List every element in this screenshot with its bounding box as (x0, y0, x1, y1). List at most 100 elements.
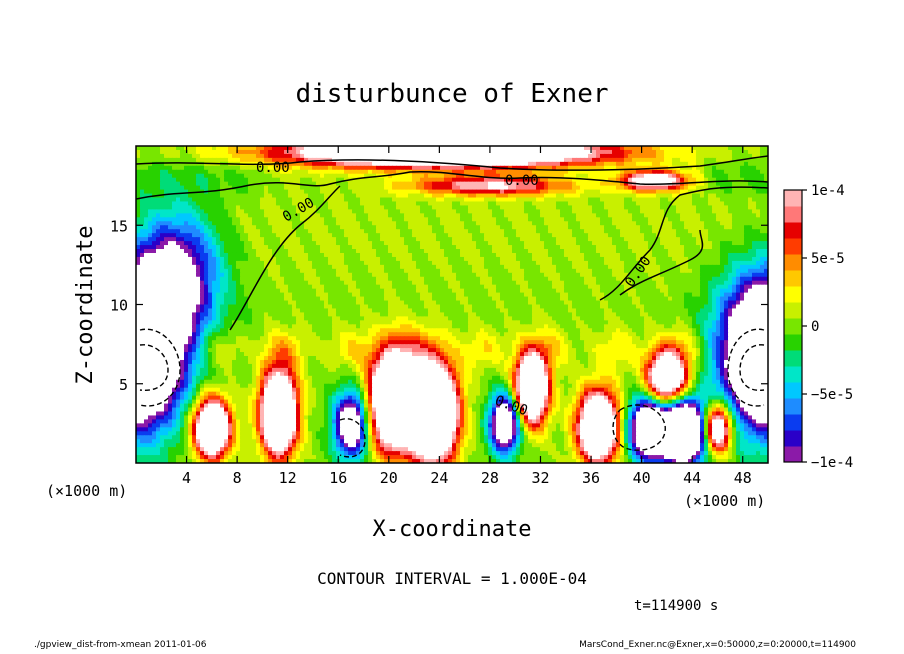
field-cell (660, 209, 665, 214)
field-cell (516, 153, 521, 159)
field-cell (412, 241, 417, 246)
field-cell (540, 229, 545, 234)
field-cell (252, 197, 257, 203)
field-cell (500, 241, 505, 246)
field-cell (328, 252, 333, 258)
field-cell (560, 201, 565, 207)
field-cell (288, 264, 293, 270)
field-cell (596, 229, 601, 234)
field-cell (540, 221, 545, 226)
field-cell (572, 213, 577, 218)
field-cell (240, 193, 245, 199)
field-cell (708, 189, 713, 195)
field-cell (412, 268, 417, 274)
field-cell (172, 201, 177, 207)
field-cell (188, 256, 193, 262)
field-cell (700, 197, 705, 203)
field-cell (284, 264, 289, 270)
field-cell (700, 217, 705, 222)
field-cell (532, 165, 537, 171)
field-cell (232, 165, 237, 171)
field-cell (164, 185, 169, 191)
field-cell (588, 256, 593, 262)
field-cell (260, 209, 265, 214)
field-cell (364, 233, 369, 238)
field-cell (644, 221, 649, 226)
field-cell (560, 177, 565, 183)
field-cell (708, 149, 713, 155)
field-cell (252, 157, 257, 163)
field-cell (560, 161, 565, 167)
field-cell (224, 264, 229, 270)
field-cell (292, 157, 297, 163)
field-cell (740, 181, 745, 187)
field-cell (316, 177, 321, 183)
field-cell (148, 149, 153, 155)
field-cell (656, 256, 661, 262)
field-cell (408, 161, 413, 167)
field-cell (612, 193, 617, 199)
field-cell (584, 256, 589, 262)
field-cell (516, 225, 521, 230)
field-cell (516, 221, 521, 226)
field-cell (268, 217, 273, 222)
field-cell (496, 268, 501, 274)
field-cell (288, 157, 293, 163)
field-cell (692, 157, 697, 163)
field-cell (260, 165, 265, 171)
field-cell (388, 153, 393, 159)
field-cell (764, 205, 768, 210)
field-cell (628, 185, 633, 191)
field-cell (752, 165, 757, 171)
field-cell (256, 201, 261, 207)
field-cell (456, 256, 461, 262)
field-cell (668, 193, 673, 199)
field-cell (260, 256, 265, 262)
field-cell (636, 225, 641, 230)
field-cell (488, 213, 493, 218)
field-cell (400, 233, 405, 238)
field-cell (544, 245, 549, 250)
field-cell (316, 146, 321, 151)
field-cell (376, 221, 381, 226)
field-cell (744, 264, 749, 270)
field-cell (476, 146, 481, 151)
field-cell (628, 256, 633, 262)
field-cell (756, 165, 761, 171)
field-cell (508, 153, 513, 159)
field-cell (192, 153, 197, 159)
field-cell (540, 146, 545, 151)
field-cell (452, 185, 457, 191)
field-cell (488, 209, 493, 214)
field-cell (560, 233, 565, 238)
field-cell (684, 193, 689, 199)
field-cell (248, 209, 253, 214)
field-cell (456, 169, 461, 175)
field-cell (236, 229, 241, 234)
field-cell (280, 177, 285, 183)
field-cell (756, 201, 761, 207)
field-cell (520, 165, 525, 171)
field-cell (160, 237, 165, 242)
field-cell (568, 149, 573, 155)
field-cell (540, 225, 545, 230)
field-cell (328, 177, 333, 183)
field-cell (428, 260, 433, 266)
field-cell (280, 229, 285, 234)
field-cell (700, 157, 705, 163)
field-cell (576, 264, 581, 270)
field-cell (296, 241, 301, 246)
field-cell (744, 177, 749, 183)
field-cell (256, 149, 261, 155)
field-cell (548, 165, 553, 171)
field-cell (224, 205, 229, 210)
field-cell (332, 233, 337, 238)
field-cell (224, 157, 229, 163)
field-cell (532, 189, 537, 195)
field-cell (636, 264, 641, 270)
field-cell (640, 193, 645, 199)
field-cell (516, 205, 521, 210)
field-cell (668, 225, 673, 230)
field-cell (508, 149, 513, 155)
field-cell (672, 229, 677, 234)
